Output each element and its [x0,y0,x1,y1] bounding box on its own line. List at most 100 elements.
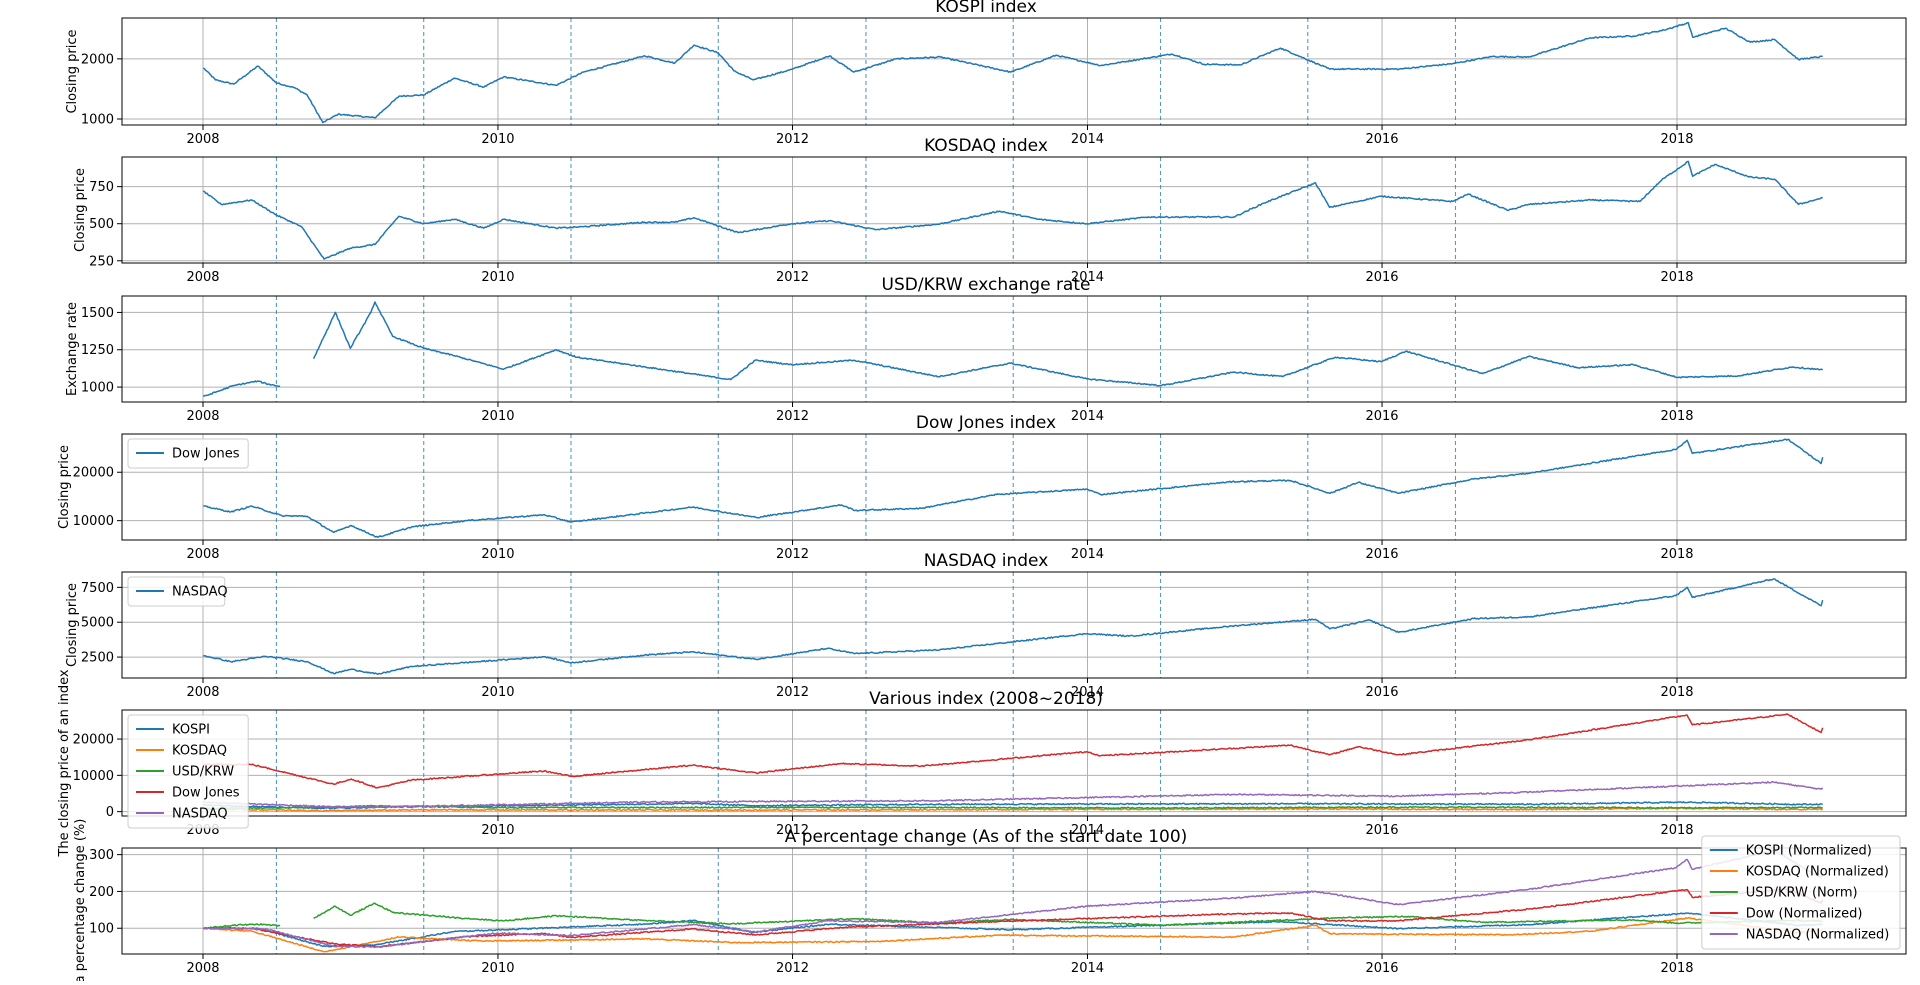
x-tick-label: 2018 [1660,547,1693,562]
y-tick-label: 1500 [81,306,114,321]
axes-frame [121,17,1907,126]
y-tick-label: 500 [89,217,114,232]
y-tick-label: 5000 [81,616,114,631]
subplot-title: Dow Jones index [916,413,1056,433]
legend-box [127,438,249,469]
x-tick-label: 2018 [1660,823,1693,838]
x-tick-label: 2008 [186,409,219,424]
x-tick-label: 2012 [776,685,809,700]
y-axis-label: Exchange rate [65,302,80,396]
legend-label: Dow Jones [172,447,240,462]
axes-frame [121,571,1907,679]
legend-label: Dow Jones [172,786,240,801]
y-tick-label: 200 [89,885,114,900]
x-tick-label: 2012 [776,270,809,285]
x-tick-label: 2016 [1365,961,1398,976]
y-tick-label: 2000 [81,52,114,67]
series-group [202,21,1823,124]
legend-label: NASDAQ [172,585,228,600]
x-tick-label: 2012 [776,823,809,838]
x-tick-label: 2010 [481,132,514,147]
legend: Dow Jones [127,438,249,469]
x-tick-label: 2016 [1365,547,1398,562]
subplot-title: KOSDAQ index [924,136,1048,156]
x-tick-label: 2012 [776,132,809,147]
series-line-kosdaq [203,807,1823,812]
x-tick-label: 2010 [481,823,514,838]
legend-label: NASDAQ (Normalized) [1746,928,1890,943]
y-axis-label: Closing price [65,29,80,113]
x-tick-label: 2018 [1660,685,1693,700]
y-axis-label: Closing price [73,168,88,252]
x-tick-label: 2010 [481,270,514,285]
y-tick-label: 300 [89,848,114,863]
axes-frame [121,156,1907,264]
y-axis-label: a percentage change (%) [73,819,88,981]
x-tick-label: 2016 [1365,409,1398,424]
x-tick-label: 2012 [776,409,809,424]
x-tick-label: 2008 [186,961,219,976]
series-line-usd-krw-norm- [313,902,1823,927]
subplot-title: NASDAQ index [924,551,1049,571]
axes-frame [121,847,1907,955]
x-tick-label: 2018 [1660,961,1693,976]
y-tick-label: 100 [89,922,114,937]
subplot-5: 2008 2010 2012 2014 2016 2018 2500 5000 7500 NASD… [65,551,1907,700]
legend-label: NASDAQ [172,807,228,822]
subplot-title: USD/KRW exchange rate [882,275,1091,295]
legend-label: KOSDAQ [172,744,227,759]
x-tick-label: 2016 [1365,685,1398,700]
subplot-7: 2008 2010 2012 2014 2016 2018 100 200 300 A perce… [73,819,1907,983]
x-tick-label: 2014 [1071,823,1104,838]
y-tick-label: 2500 [81,651,114,666]
y-tick-label: 0 [106,805,114,820]
legend-label: Dow (Normalized) [1746,907,1863,922]
series-group [203,849,1824,953]
x-tick-label: 2016 [1365,823,1398,838]
series-line-nasdaq [203,578,1824,675]
series-group [203,160,1823,260]
x-tick-label: 2012 [776,961,809,976]
series-group [203,713,1824,812]
legend: KOSPI KOSDAQ USD/KRW Dow Jones NASDAQ [127,714,249,829]
series-line-nasdaq-normalized- [203,849,1824,949]
legend-box [127,714,249,829]
subplot-4: 2008 2010 2012 2014 2016 2018 10000 20000 Dow Jo… [57,413,1907,562]
x-tick-label: 2010 [481,961,514,976]
legend-label: KOSPI [172,723,210,738]
series-line-usd-krw [203,804,1823,810]
y-axis-label: The closing price of an index [57,669,72,857]
x-tick-label: 2016 [1365,270,1398,285]
series-line-dow-jones [203,438,1824,539]
subplot-2: 2008 2010 2012 2014 2016 2018 250 500 750 KOSDAQ … [73,136,1907,285]
series-line [202,380,281,398]
x-tick-label: 2014 [1071,685,1104,700]
x-tick-label: 2008 [186,132,219,147]
y-tick-label: 20000 [73,733,114,748]
x-tick-label: 2014 [1071,132,1104,147]
x-tick-label: 2008 [186,547,219,562]
subplot-title: KOSPI index [935,0,1037,17]
y-tick-label: 1000 [81,381,114,396]
series-line-dow-jones [203,713,1824,789]
series-line [312,301,1824,387]
x-tick-label: 2018 [1660,409,1693,424]
legend: KOSPI (Normalized) KOSDAQ (Normalized) USD… [1701,835,1901,950]
x-tick-label: 2018 [1660,132,1693,147]
legend-label: KOSDAQ (Normalized) [1746,865,1889,880]
subplot-6: 2008 2010 2012 2014 2016 2018 0 10000 20000 Vario… [57,669,1907,858]
series-line-nasdaq [203,780,1824,809]
y-tick-label: 1250 [81,343,114,358]
subplot-1: 2008 2010 2012 2014 2016 2018 1000 2000 KOSPI in… [65,0,1907,147]
series-group [203,438,1824,539]
y-tick-label: 10000 [73,769,114,784]
x-tick-label: 2012 [776,547,809,562]
series-line [202,21,1823,124]
x-tick-label: 2010 [481,547,514,562]
legend-label: KOSPI (Normalized) [1746,844,1872,859]
axes-frame [121,433,1907,541]
subplot-title: Various index (2008~2018) [869,689,1103,709]
x-tick-label: 2008 [186,270,219,285]
x-tick-label: 2018 [1660,270,1693,285]
